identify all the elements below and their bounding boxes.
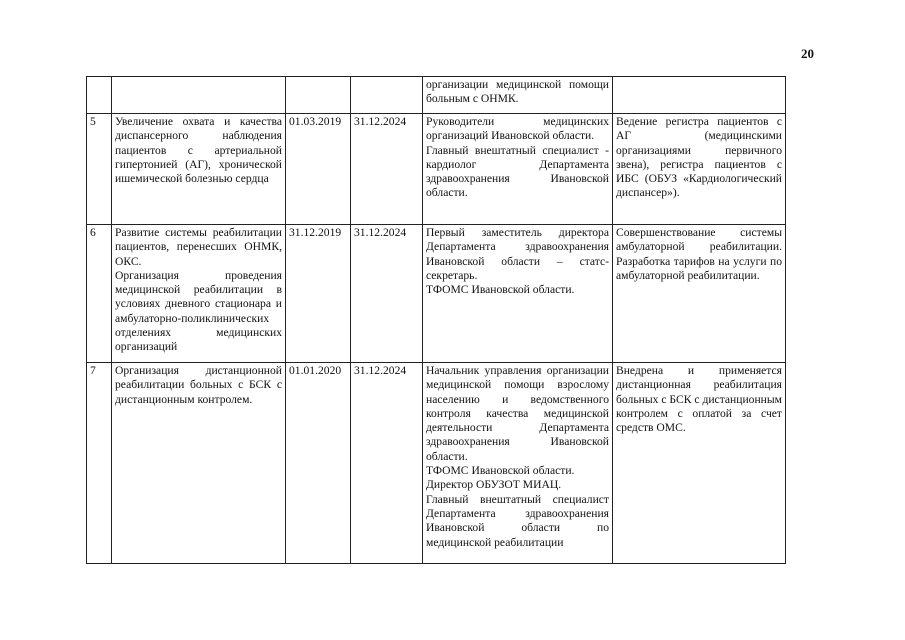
start-date-cell: 01.01.2020 (285, 362, 351, 564)
end-date-cell: 31.12.2024 (350, 362, 423, 564)
end-date-cell (350, 76, 423, 114)
result-cell: Совершенствование системы амбулаторной р… (612, 224, 786, 363)
row-number: 7 (86, 362, 112, 564)
activity-cell: Увеличение охвата и качества диспансерно… (111, 113, 286, 225)
activities-table: организации медицинской помощи больным с… (86, 76, 786, 564)
activity-cell: Организация дистанционной реабилитации б… (111, 362, 286, 564)
row-number: 6 (86, 224, 112, 363)
responsible-cell: Первый заместитель директора Департамент… (422, 224, 613, 363)
responsible-cell: организации медицинской помощи больным с… (422, 76, 613, 114)
result-cell (612, 76, 786, 114)
activity-cell (111, 76, 286, 114)
end-date-cell: 31.12.2024 (350, 224, 423, 363)
start-date-cell: 01.03.2019 (285, 113, 351, 225)
result-cell: Ведение регистра пациентов с АГ (медицин… (612, 113, 786, 225)
row-number (86, 76, 112, 114)
end-date-cell: 31.12.2024 (350, 113, 423, 225)
activity-cell: Развитие системы реабилитации пациентов,… (111, 224, 286, 363)
table-row: организации медицинской помощи больным с… (86, 76, 786, 114)
start-date-cell: 31.12.2019 (285, 224, 351, 363)
responsible-cell: Руководители медицинских организаций Ива… (422, 113, 613, 225)
table-row: 6 Развитие системы реабилитации пациентов… (86, 224, 786, 363)
responsible-cell: Начальник управления организации медицин… (422, 362, 613, 564)
result-cell: Внедрена и применяется дистанционная реа… (612, 362, 786, 564)
row-number: 5 (86, 113, 112, 225)
page-number: 20 (801, 46, 814, 61)
start-date-cell (285, 76, 351, 114)
table-row: 7 Организация дистанционной реабилитации … (86, 362, 786, 564)
table-row: 5 Увеличение охвата и качества диспансерн… (86, 113, 786, 225)
